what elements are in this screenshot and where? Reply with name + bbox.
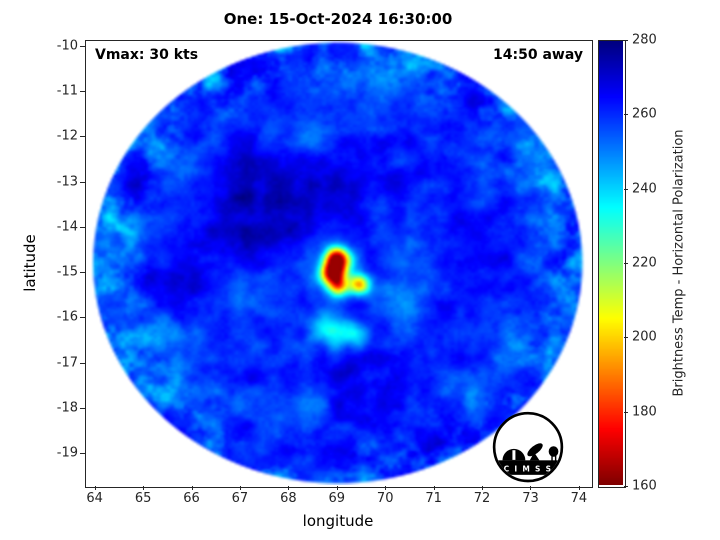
y-tick-mark (80, 452, 85, 454)
x-tick-label: 68 (280, 491, 297, 506)
x-tick-mark (143, 486, 145, 490)
colorbar-tick-label: 260 (632, 106, 657, 122)
x-tick-mark (239, 486, 241, 490)
x-tick-mark (578, 486, 580, 490)
x-tick-label: 71 (425, 491, 442, 506)
y-tick-label: -14 (56, 219, 78, 235)
y-tick-label: -13 (56, 174, 78, 190)
x-tick-mark (94, 486, 96, 490)
vmax-annotation: Vmax: 30 kts (95, 47, 199, 63)
y-tick-mark (80, 136, 85, 138)
time-away-annotation: 14:50 away (493, 47, 583, 63)
colorbar-gradient (599, 41, 623, 485)
plot-area: Vmax: 30 kts 14:50 away C I M S S (85, 40, 593, 488)
colorbar-tick-mark (624, 114, 628, 116)
x-tick-label: 64 (86, 491, 103, 506)
brightness-temp-heatmap (86, 41, 590, 485)
x-tick-mark (385, 486, 387, 490)
y-tick-label: -19 (56, 445, 78, 461)
y-tick-label: -10 (56, 38, 78, 54)
x-tick-mark (433, 486, 435, 490)
x-tick-label: 66 (183, 491, 200, 506)
x-tick-mark (482, 486, 484, 490)
y-tick-mark (80, 407, 85, 409)
water-tower-icon (548, 446, 559, 457)
x-tick-label: 69 (328, 491, 346, 506)
x-tick-label: 73 (522, 491, 539, 506)
x-tick-label: 65 (134, 491, 152, 506)
colorbar-tick-label: 240 (632, 181, 657, 197)
x-tick-label: 74 (570, 491, 588, 506)
dish-support (529, 452, 540, 461)
colorbar-tick-label: 220 (632, 255, 657, 271)
y-tick-label: -16 (56, 309, 78, 325)
x-tick-mark (530, 486, 532, 490)
dome-slit (512, 450, 516, 460)
colorbar-tick-mark (624, 411, 628, 413)
y-tick-mark (80, 317, 85, 319)
colorbar-tick-label: 160 (632, 478, 657, 494)
y-tick-label: -18 (56, 400, 78, 416)
y-tick-mark (80, 45, 85, 47)
x-axis-label: longitude (302, 512, 374, 530)
y-tick-label: -11 (56, 83, 78, 99)
y-axis-label: latitude (21, 234, 39, 292)
cimss-logo-text: C I M S S (504, 464, 553, 473)
y-tick-label: -12 (56, 128, 78, 144)
colorbar-tick-mark (624, 486, 628, 487)
colorbar-label: Brightness Temp - Horizontal Polarizatio… (671, 129, 687, 397)
x-tick-label: 72 (473, 491, 491, 506)
x-tick-label: 67 (231, 491, 249, 506)
y-tick-label: -15 (56, 264, 78, 280)
colorbar-tick-mark (624, 337, 628, 339)
chart-title: One: 15-Oct-2024 16:30:00 (223, 10, 453, 28)
colorbar-tick-label: 180 (632, 404, 657, 420)
colorbar-tick-mark (624, 188, 628, 190)
x-tick-mark (288, 486, 290, 490)
y-tick-label: -17 (56, 355, 78, 370)
colorbar (598, 40, 626, 488)
colorbar-tick-label: 280 (632, 32, 657, 48)
water-tower-leg-right (554, 455, 557, 462)
cimss-logo-band (495, 460, 561, 475)
colorbar-tick-mark (624, 40, 628, 41)
x-tick-mark (191, 486, 193, 490)
x-tick-mark (336, 486, 338, 490)
water-tower-leg-left (551, 455, 553, 462)
cimss-logo: C I M S S (492, 411, 564, 483)
y-tick-mark (80, 362, 85, 364)
colorbar-tick-label: 200 (632, 329, 657, 345)
x-tick-label: 70 (376, 491, 394, 506)
y-tick-mark (80, 272, 85, 274)
y-tick-mark (80, 181, 85, 183)
y-tick-mark (80, 226, 85, 228)
colorbar-tick-mark (624, 263, 628, 264)
satellite-dish-icon (527, 443, 543, 457)
y-tick-mark (80, 91, 85, 93)
